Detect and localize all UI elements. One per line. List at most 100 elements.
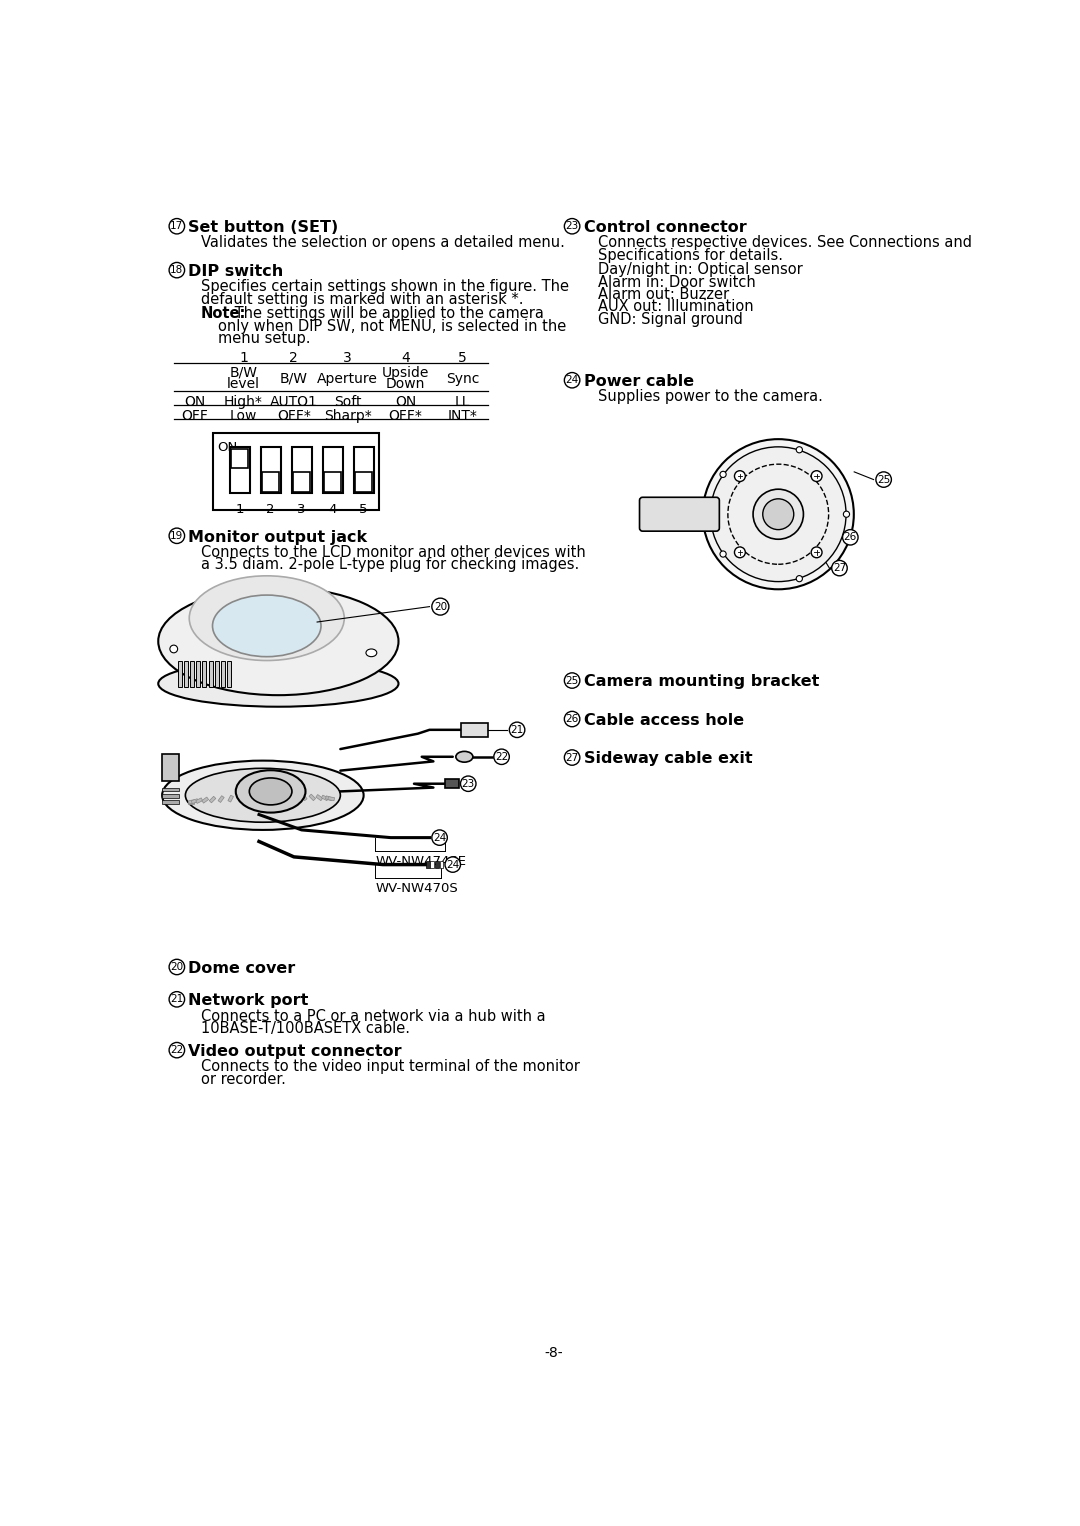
Ellipse shape <box>159 661 399 707</box>
Circle shape <box>170 960 185 975</box>
Circle shape <box>796 575 802 581</box>
Text: 5: 5 <box>360 502 368 516</box>
Bar <box>260 447 281 493</box>
Text: AUTO1: AUTO1 <box>270 395 318 409</box>
Ellipse shape <box>189 575 345 661</box>
Bar <box>218 795 225 803</box>
Bar <box>162 794 179 798</box>
Text: Alarm in: Door switch: Alarm in: Door switch <box>597 275 755 290</box>
Ellipse shape <box>703 439 854 589</box>
Text: WV-NW470S: WV-NW470S <box>375 882 458 896</box>
Circle shape <box>170 645 177 653</box>
Text: B/W: B/W <box>229 366 257 380</box>
Text: Connects to a PC or a network via a hub with a: Connects to a PC or a network via a hub … <box>201 1009 545 1024</box>
Ellipse shape <box>456 751 473 761</box>
Circle shape <box>170 262 185 278</box>
Bar <box>184 661 188 688</box>
Text: Specifications for details.: Specifications for details. <box>597 247 783 262</box>
Text: Alarm out: Buzzer: Alarm out: Buzzer <box>597 287 729 302</box>
Text: 22: 22 <box>171 1045 184 1054</box>
Text: 4: 4 <box>401 351 409 365</box>
Bar <box>190 661 194 688</box>
Bar <box>227 661 231 688</box>
Text: Specifies certain settings shown in the figure. The: Specifies certain settings shown in the … <box>201 279 569 295</box>
Text: OFF*: OFF* <box>276 409 311 423</box>
Text: 21: 21 <box>171 995 184 1004</box>
Text: GND: Signal ground: GND: Signal ground <box>597 311 743 327</box>
Bar <box>215 661 218 688</box>
Circle shape <box>842 530 859 545</box>
Bar <box>353 447 374 493</box>
Circle shape <box>170 218 185 233</box>
Ellipse shape <box>213 595 321 656</box>
Ellipse shape <box>159 588 399 696</box>
Text: B/W: B/W <box>280 372 308 386</box>
Circle shape <box>796 447 802 453</box>
Circle shape <box>445 858 460 873</box>
Bar <box>231 449 248 468</box>
Circle shape <box>170 992 185 1007</box>
Text: 2: 2 <box>289 351 298 365</box>
Circle shape <box>460 777 476 792</box>
Circle shape <box>565 218 580 233</box>
Text: Upside: Upside <box>382 366 429 380</box>
Text: LL: LL <box>455 395 470 409</box>
Circle shape <box>432 598 449 615</box>
Bar <box>440 861 444 868</box>
Circle shape <box>565 711 580 726</box>
Bar <box>309 794 315 801</box>
Text: 27: 27 <box>566 752 579 763</box>
Circle shape <box>565 372 580 388</box>
Bar <box>323 447 342 493</box>
Bar <box>239 795 243 801</box>
Text: 23: 23 <box>566 221 579 232</box>
Text: 3: 3 <box>343 351 352 365</box>
Bar <box>272 794 275 801</box>
Text: 27: 27 <box>833 563 846 574</box>
Bar <box>162 754 179 781</box>
Bar <box>177 661 181 688</box>
Text: OFF*: OFF* <box>389 409 422 423</box>
Bar <box>261 795 265 801</box>
Text: ON: ON <box>395 395 416 409</box>
Circle shape <box>720 472 726 478</box>
Bar <box>430 861 434 868</box>
Ellipse shape <box>711 447 846 581</box>
Text: Power cable: Power cable <box>583 374 693 389</box>
Text: a 3.5 diam. 2-pole L-type plug for checking images.: a 3.5 diam. 2-pole L-type plug for check… <box>201 557 579 572</box>
Text: ON: ON <box>217 441 238 455</box>
Text: Soft: Soft <box>334 395 362 409</box>
Bar <box>188 801 194 804</box>
Text: 17: 17 <box>171 221 184 232</box>
Text: Day/night in: Optical sensor: Day/night in: Optical sensor <box>597 262 802 278</box>
Text: 2: 2 <box>267 502 275 516</box>
Ellipse shape <box>753 490 804 539</box>
Text: The settings will be applied to the camera: The settings will be applied to the came… <box>230 307 544 322</box>
Text: Low: Low <box>230 409 257 423</box>
Text: Camera mounting bracket: Camera mounting bracket <box>583 674 819 690</box>
Text: 3: 3 <box>297 502 306 516</box>
Text: 22: 22 <box>495 752 509 761</box>
Text: 24: 24 <box>566 375 579 385</box>
Ellipse shape <box>162 760 364 830</box>
Bar <box>202 661 206 688</box>
Text: 20: 20 <box>171 961 184 972</box>
Text: 26: 26 <box>566 714 579 723</box>
Text: Monitor output jack: Monitor output jack <box>189 530 367 545</box>
Ellipse shape <box>235 771 306 812</box>
Circle shape <box>832 560 847 575</box>
Text: AUX out: Illumination: AUX out: Illumination <box>597 299 754 314</box>
Text: default setting is marked with an asterisk *.: default setting is marked with an asteri… <box>201 291 524 307</box>
Text: 4: 4 <box>328 502 337 516</box>
Ellipse shape <box>249 778 292 804</box>
Text: Aperture: Aperture <box>318 372 378 386</box>
Text: 5: 5 <box>458 351 467 365</box>
Bar <box>189 800 195 804</box>
Text: 25: 25 <box>877 475 890 485</box>
Text: only when DIP SW, not MENU, is selected in the: only when DIP SW, not MENU, is selected … <box>218 319 566 334</box>
Text: Network port: Network port <box>189 993 309 1009</box>
Bar <box>210 797 216 803</box>
Text: High*: High* <box>224 395 262 409</box>
Ellipse shape <box>366 649 377 656</box>
Text: Sharp*: Sharp* <box>324 409 372 423</box>
